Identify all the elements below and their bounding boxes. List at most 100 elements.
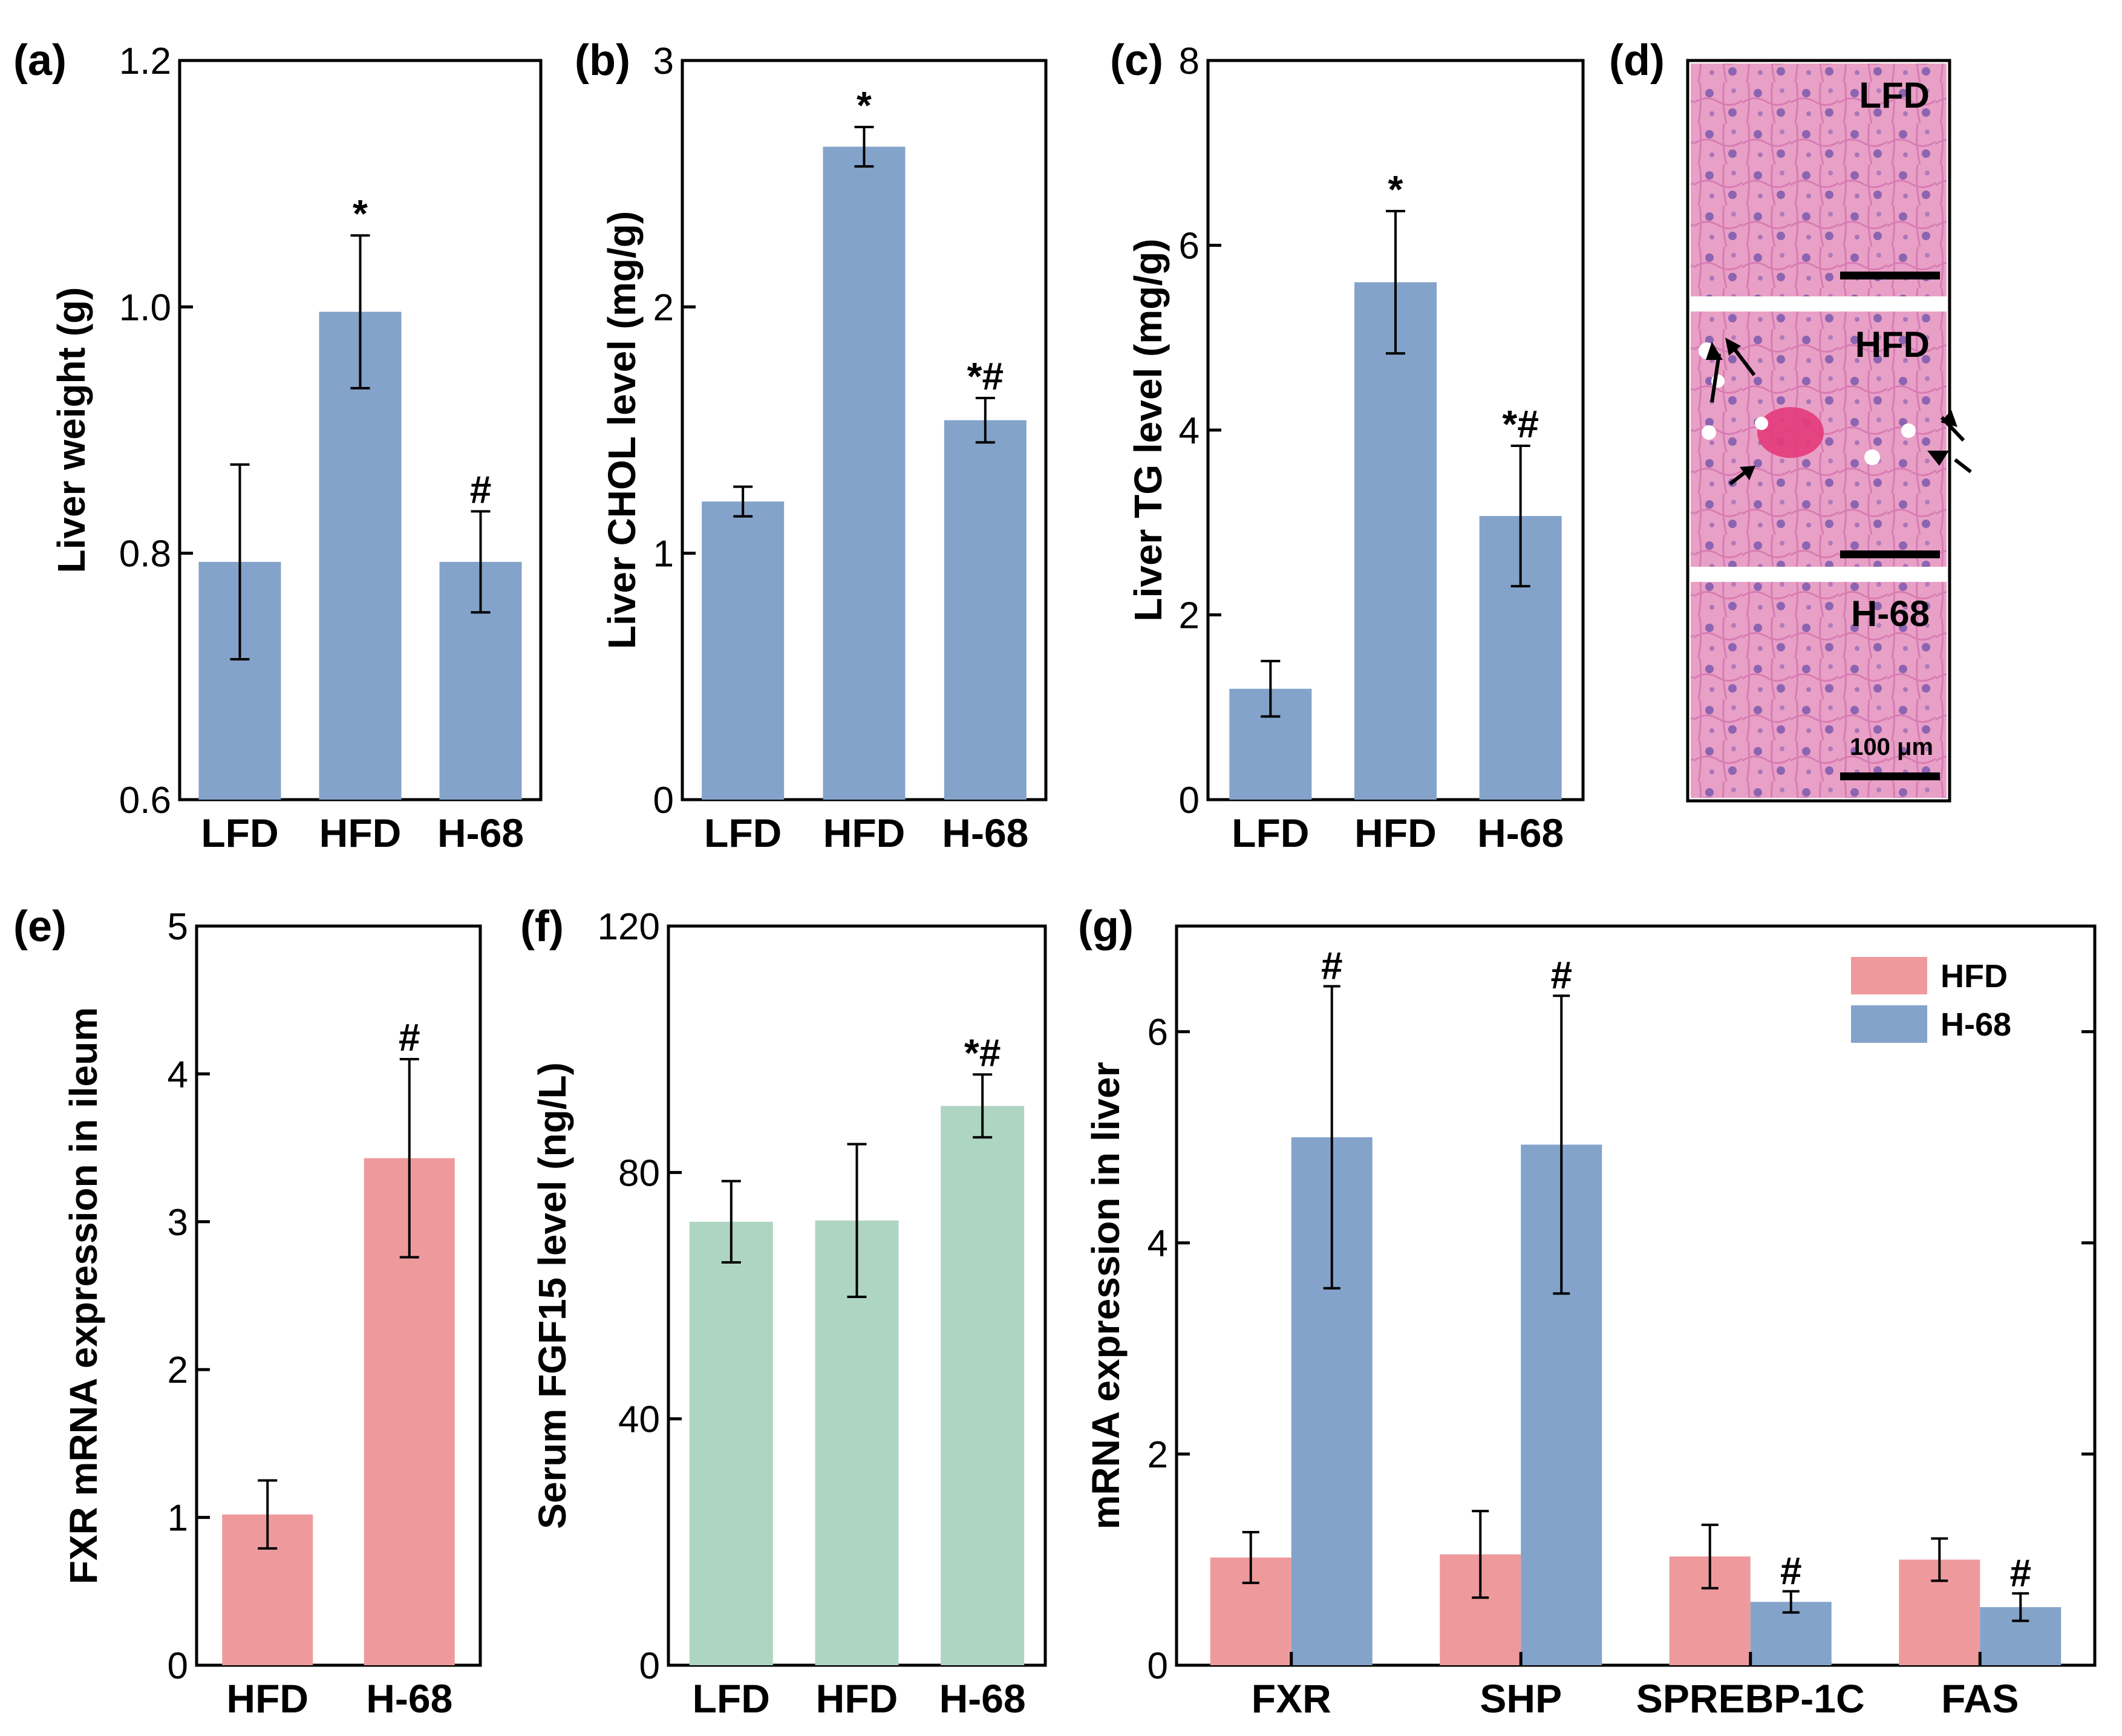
legend-swatch: [1851, 957, 1927, 994]
x-tick-label: LFD: [693, 1676, 770, 1721]
panel-e-marks: 0 1 2 3 4 5 HFD # H-68: [168, 906, 455, 1721]
y-tick-label: 2: [1148, 1434, 1168, 1476]
lipid-droplet: [1864, 449, 1880, 465]
x-tick-label: FXR: [1252, 1676, 1331, 1721]
arrow-head: [1927, 451, 1949, 466]
panel-g-legend: HFD H-68: [1851, 957, 2011, 1043]
bar-hfd: [319, 312, 402, 800]
x-tick-label: HFD: [1354, 811, 1437, 855]
y-tick-label: 6: [1179, 226, 1200, 267]
bar-h-68: [941, 1106, 1025, 1665]
significance-mark: #: [399, 1016, 420, 1059]
arrow-head: [1706, 342, 1723, 360]
significance-mark: *: [1388, 168, 1403, 211]
x-tick-label: H-68: [437, 811, 524, 855]
panel-f-marks: 0 40 80 120 LFD HFD *# H-68: [598, 906, 1026, 1721]
arrow-head: [1740, 466, 1755, 480]
bar-lfd: [689, 1221, 773, 1665]
y-tick-label: 0: [653, 780, 674, 821]
y-tick-label: 4: [1148, 1223, 1168, 1265]
lipid-droplet: [1702, 425, 1716, 440]
y-tick-label: 3: [653, 41, 674, 82]
panel-b-ylabel: Liver CHOL level (mg/g): [600, 211, 644, 649]
x-tick-label: HFD: [319, 811, 402, 855]
y-tick-label: 2: [1179, 595, 1200, 637]
micrograph-lfd-image: [1691, 64, 1947, 296]
significance-mark: *: [857, 83, 872, 127]
micrograph-hfd-bleed: [1757, 407, 1824, 458]
significance-mark: *#: [967, 354, 1004, 398]
bar-lfd: [702, 501, 785, 800]
panel-a-letter: (a): [13, 36, 67, 85]
panel-f: 0 40 80 120 LFD HFD *# H-68 (f) Serum FGF15 lev…: [520, 902, 1047, 1721]
y-tick-label: 6: [1148, 1012, 1168, 1054]
panel-a-ylabel: Liver weight (g): [50, 287, 93, 573]
x-tick-label: H-68: [939, 1676, 1026, 1721]
micrograph-hfd-scale-bar: [1840, 550, 1940, 558]
y-tick-label: 80: [618, 1152, 660, 1194]
x-tick-label: HFD: [226, 1676, 309, 1721]
micrograph-lfd-label: LFD: [1859, 75, 1930, 116]
y-tick-label: 1: [168, 1498, 188, 1539]
panel-c-ylabel: Liver TG level (mg/g): [1126, 238, 1170, 621]
legend-label: HFD: [1941, 958, 2008, 994]
legend-swatch: [1851, 1005, 1927, 1043]
x-tick-label: FAS: [1941, 1676, 2019, 1721]
x-tick-label: H-68: [1477, 811, 1564, 855]
panel-g-letter: (g): [1078, 902, 1134, 951]
micrograph-h68: H-68 100 μm: [1691, 582, 1947, 798]
panel-c: 0 2 4 6 8 LFD * HFD *# H-68 (c) Liver TG level (m…: [1110, 36, 1585, 855]
y-tick-label: 1.0: [119, 287, 171, 328]
micrograph-h68-label: H-68: [1851, 593, 1930, 634]
y-tick-label: 1: [653, 534, 674, 575]
panel-f-ylabel: Serum FGF15 level (ng/L): [530, 1062, 574, 1529]
panel-g-ylabel: mRNA expression in liver: [1084, 1062, 1128, 1530]
micrograph-hfd: HFD: [1691, 312, 1972, 567]
panel-b-marks: 0 1 2 3 LFD * HFD *# H-68: [653, 41, 1029, 855]
lipid-droplet: [1901, 423, 1916, 438]
y-tick-label: 0: [1148, 1645, 1168, 1687]
panel-f-letter: (f): [520, 902, 564, 951]
micrograph-lfd-scale-bar: [1840, 272, 1940, 279]
y-tick-label: 4: [168, 1054, 188, 1095]
x-tick-label: LFD: [1232, 811, 1309, 855]
arrow-line: [1954, 458, 1972, 474]
y-tick-label: 8: [1179, 41, 1200, 82]
panel-d-letter: (d): [1609, 36, 1665, 85]
y-tick-label: 2: [168, 1349, 188, 1391]
x-tick-label: SPREBP-1C: [1636, 1676, 1865, 1721]
panel-c-marks: 0 2 4 6 8 LFD * HFD *# H-68: [1179, 41, 1564, 855]
y-tick-label: 5: [168, 906, 188, 948]
bar-hfd: [1354, 282, 1437, 800]
panel-g-frame: [1175, 924, 2097, 1667]
y-tick-label: 0.6: [119, 780, 171, 821]
panel-d: (d) LFD HFD: [1609, 36, 1972, 803]
panel-c-letter: (c): [1110, 36, 1163, 85]
panel-a-marks: 0.6 0.8 1.0 1.2 LFD * HFD # H-68: [119, 41, 524, 855]
lipid-droplet: [1755, 417, 1768, 430]
x-tick-label: H-68: [942, 811, 1028, 855]
y-tick-label: 3: [168, 1202, 188, 1244]
x-tick-label: HFD: [823, 811, 906, 855]
panel-b-letter: (b): [575, 36, 630, 85]
arrow-line: [1729, 470, 1747, 486]
x-tick-label: LFD: [704, 811, 782, 855]
panel-b: 0 1 2 3 LFD * HFD *# H-68 (b) Liver CHOL level (…: [575, 36, 1048, 855]
significance-mark: #: [1321, 944, 1343, 988]
micrograph-h68-image: [1691, 582, 1947, 798]
y-tick-label: 2: [653, 287, 674, 328]
legend-label: H-68: [1941, 1007, 2011, 1043]
x-tick-label: HFD: [816, 1676, 898, 1721]
x-tick-label: LFD: [201, 811, 278, 855]
arrow-line: [1710, 353, 1721, 403]
y-tick-label: 4: [1179, 410, 1200, 452]
x-tick-label: H-68: [366, 1676, 452, 1721]
significance-mark: #: [470, 468, 492, 511]
panel-e: 0 1 2 3 4 5 HFD # H-68 (e) FXR mRNA expression i…: [13, 902, 482, 1721]
micrograph-scale-text: 100 μm: [1850, 734, 1933, 760]
y-tick-label: 0: [168, 1645, 188, 1687]
bar-h-68: [944, 420, 1027, 800]
significance-mark: *: [353, 192, 368, 235]
panel-e-frame: [195, 924, 482, 1667]
panel-e-ylabel: FXR mRNA expression in ileum: [62, 1007, 105, 1584]
